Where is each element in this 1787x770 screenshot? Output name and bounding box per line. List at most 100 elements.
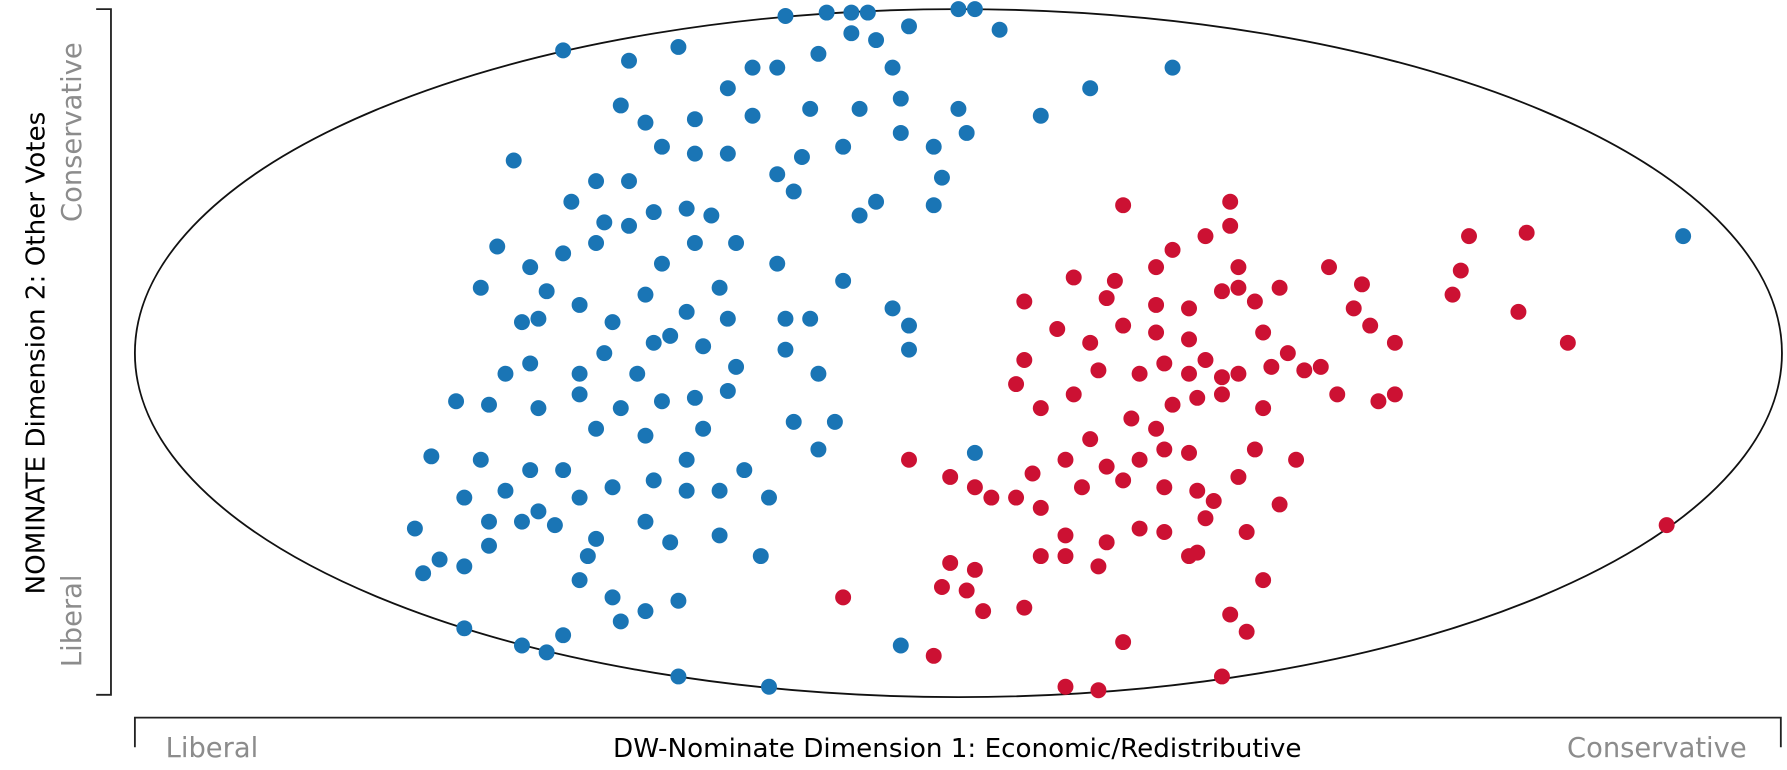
member-point xyxy=(1057,678,1074,695)
member-point xyxy=(835,272,852,289)
y-axis-high-label: Conservative xyxy=(57,42,88,222)
member-point xyxy=(1321,259,1337,276)
member-point xyxy=(777,8,794,24)
member-point xyxy=(571,572,588,589)
member-point xyxy=(448,393,465,410)
member-point xyxy=(1658,517,1675,534)
member-point xyxy=(1156,524,1173,540)
member-point xyxy=(958,124,975,141)
member-point xyxy=(719,80,736,97)
member-point xyxy=(1148,420,1165,437)
member-point xyxy=(966,1,983,18)
member-point xyxy=(884,59,901,76)
member-point xyxy=(662,534,679,551)
member-point xyxy=(958,582,975,599)
member-point xyxy=(1329,386,1346,403)
member-point xyxy=(571,365,588,382)
member-point xyxy=(612,97,629,114)
member-point xyxy=(621,52,637,69)
member-point xyxy=(1057,548,1074,565)
member-point xyxy=(1032,107,1049,124)
member-point xyxy=(1461,228,1477,245)
member-point xyxy=(1197,228,1214,245)
member-point xyxy=(1230,365,1247,382)
member-point xyxy=(637,513,654,530)
member-point xyxy=(1230,259,1247,276)
member-point xyxy=(1255,572,1272,589)
member-point xyxy=(678,451,695,468)
member-point xyxy=(1510,303,1527,320)
member-point xyxy=(1156,479,1173,496)
member-point xyxy=(1370,393,1387,410)
member-point xyxy=(711,482,728,499)
member-point xyxy=(983,489,1000,506)
member-point xyxy=(810,365,827,382)
member-point xyxy=(966,444,983,461)
member-point xyxy=(950,100,967,117)
member-point xyxy=(1181,365,1197,382)
member-point xyxy=(530,310,547,327)
member-point xyxy=(892,637,909,654)
member-point xyxy=(1213,386,1230,403)
member-point xyxy=(868,32,885,49)
member-point xyxy=(555,42,572,59)
member-point xyxy=(1444,286,1461,303)
member-point xyxy=(563,193,580,210)
member-point xyxy=(579,548,596,565)
member-point xyxy=(604,479,621,496)
member-point xyxy=(1271,279,1288,296)
member-point xyxy=(1016,293,1033,310)
member-point xyxy=(851,100,868,117)
member-point xyxy=(538,283,555,300)
member-point xyxy=(1213,283,1230,300)
member-point xyxy=(621,217,637,234)
member-point xyxy=(785,413,802,430)
member-point xyxy=(670,38,687,55)
member-point xyxy=(695,420,712,437)
member-point xyxy=(1238,524,1255,540)
member-point xyxy=(588,173,605,190)
member-point xyxy=(1115,317,1132,334)
member-point xyxy=(901,317,917,334)
member-point xyxy=(1362,317,1379,334)
member-point xyxy=(637,427,654,444)
member-point xyxy=(1222,606,1239,623)
member-point xyxy=(571,489,588,506)
member-point xyxy=(522,355,539,372)
member-point xyxy=(530,503,547,520)
member-point xyxy=(1115,197,1132,214)
member-point xyxy=(1452,262,1469,279)
member-point xyxy=(1222,217,1239,234)
member-point xyxy=(629,365,646,382)
member-point xyxy=(612,613,629,630)
member-point xyxy=(1090,682,1107,699)
member-point xyxy=(1073,479,1090,496)
member-point xyxy=(1090,558,1107,575)
member-point xyxy=(777,310,794,327)
member-point xyxy=(1386,334,1403,351)
member-point xyxy=(1279,345,1296,362)
member-point xyxy=(670,668,687,685)
member-point xyxy=(1049,321,1066,338)
member-point xyxy=(942,554,959,571)
member-point xyxy=(1197,510,1214,527)
member-point xyxy=(555,245,572,262)
member-point xyxy=(835,589,852,606)
member-point xyxy=(1230,279,1247,296)
member-point xyxy=(810,441,827,458)
member-point xyxy=(843,4,860,21)
member-point xyxy=(431,551,448,568)
member-point xyxy=(1222,193,1239,210)
member-point xyxy=(925,197,942,214)
member-point xyxy=(571,296,588,313)
member-point xyxy=(686,235,703,252)
member-point xyxy=(761,678,777,695)
member-point xyxy=(719,310,736,327)
member-point xyxy=(596,214,613,231)
member-point xyxy=(769,255,786,272)
member-point xyxy=(481,513,497,530)
member-point xyxy=(1016,352,1033,368)
member-point xyxy=(513,314,530,331)
